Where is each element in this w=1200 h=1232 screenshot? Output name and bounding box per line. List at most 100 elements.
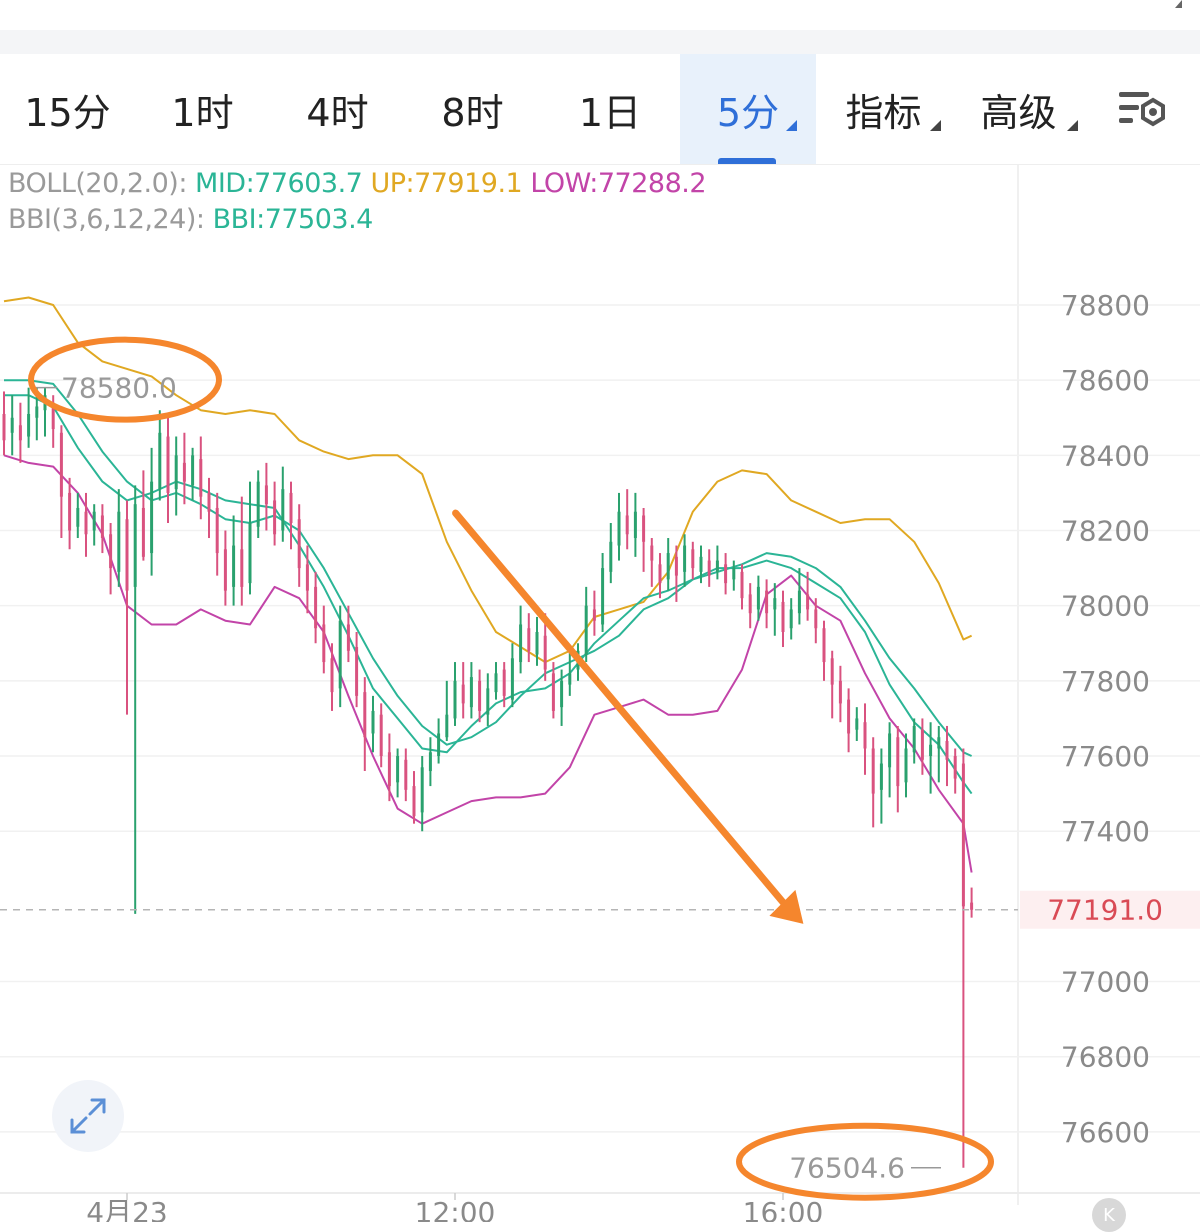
candle-body — [76, 507, 80, 527]
candle-body — [617, 511, 621, 546]
tab-indicators[interactable]: 指标 — [816, 54, 951, 164]
candle-body — [789, 609, 793, 629]
candle-body — [773, 598, 777, 610]
candle-body — [174, 455, 178, 490]
bbi-label: BBI(3,6,12,24): — [8, 204, 205, 235]
candle-body — [510, 658, 514, 700]
series-line-low — [3, 454, 973, 873]
candle-body — [396, 756, 400, 783]
candle-body — [125, 519, 129, 591]
candle-body — [371, 710, 375, 734]
candle-body — [117, 511, 121, 572]
candle-body — [650, 545, 654, 561]
candle-body — [888, 733, 892, 768]
expand-icon — [70, 1098, 106, 1134]
candle-body — [724, 564, 728, 584]
candle-body — [683, 545, 687, 572]
candle-body — [412, 786, 416, 817]
y-tick-label: 78000 — [1061, 590, 1150, 623]
tab-4h[interactable]: 4时 — [270, 54, 405, 164]
candle-body — [199, 459, 203, 497]
expand-button[interactable] — [52, 1080, 124, 1152]
tab-15min[interactable]: 15分 — [0, 54, 135, 164]
tab-1h[interactable]: 1时 — [135, 54, 270, 164]
candle-body — [691, 549, 695, 569]
tab-advanced[interactable]: 高级 — [951, 54, 1086, 164]
candle-body — [330, 658, 334, 693]
candle-body — [59, 432, 63, 497]
candle-body — [625, 515, 629, 535]
candle-body — [633, 511, 637, 539]
candle-body — [822, 628, 826, 663]
tab-1d[interactable]: 1日 — [540, 54, 680, 164]
candle-body — [100, 515, 104, 539]
candle-body — [756, 586, 760, 610]
candle-body — [420, 767, 424, 813]
candle-body — [830, 658, 834, 685]
candle-body — [592, 609, 596, 621]
tab-label: 指标 — [845, 90, 922, 135]
candle-body — [469, 677, 473, 708]
candle-body — [707, 560, 711, 576]
candle-body — [92, 511, 96, 531]
candle-body — [264, 485, 268, 505]
candle-body — [609, 541, 613, 572]
candle-body — [748, 594, 752, 614]
chart-settings-button[interactable] — [1086, 54, 1200, 164]
kline-toggle-button[interactable]: K — [1092, 1198, 1126, 1232]
candle-body — [814, 609, 818, 629]
candle-body — [51, 402, 55, 430]
candle-body — [68, 492, 72, 531]
candle-body — [182, 462, 186, 482]
caret-up-icon[interactable] — [1175, 0, 1182, 8]
tab-5min[interactable]: 5分 — [680, 54, 816, 164]
candle-body — [355, 647, 359, 696]
candle-body — [338, 620, 342, 689]
candle-body — [314, 586, 318, 629]
boll-mid-value: MID:77603.7 — [195, 168, 363, 199]
tab-label: 4时 — [306, 90, 369, 135]
chart-settings-icon — [1119, 92, 1165, 127]
candle-body — [568, 673, 572, 685]
candle-body — [281, 489, 285, 531]
candle-body — [428, 752, 432, 772]
candlestick-chart[interactable]: 78800 78600 78400 78200 78000 77800 77600 77400… — [0, 165, 1200, 1222]
candle-body — [2, 413, 6, 441]
tab-label: 1时 — [171, 90, 234, 135]
candle-body — [642, 515, 646, 542]
candle-body — [166, 436, 170, 493]
boll-up-value: UP:77919.1 — [370, 168, 523, 199]
candle-body — [879, 763, 883, 790]
y-tick-label: 76800 — [1061, 1041, 1150, 1074]
candle-body — [150, 481, 154, 554]
candle-body — [961, 763, 965, 907]
candle-body — [560, 680, 564, 708]
candle-body — [543, 635, 547, 670]
y-tick-label: 77000 — [1061, 966, 1150, 999]
candle-body — [437, 733, 441, 757]
tab-label: 15分 — [24, 90, 111, 135]
candle-body — [453, 680, 457, 719]
candle-body — [27, 413, 31, 437]
candle-body — [141, 507, 145, 557]
candle-body — [346, 624, 350, 651]
tab-label: 1日 — [578, 90, 642, 135]
candle-body — [527, 628, 531, 651]
tab-8h[interactable]: 8时 — [405, 54, 540, 164]
candle-body — [240, 549, 244, 587]
candle-body — [84, 511, 88, 535]
candle-body — [133, 504, 137, 587]
candle-body — [404, 759, 408, 790]
separator-band — [0, 30, 1200, 54]
candle-body — [953, 756, 957, 779]
candle-body — [445, 714, 449, 738]
boll-low-value: LOW:77288.2 — [530, 168, 707, 199]
candle-body — [478, 680, 482, 711]
candle-body — [838, 680, 842, 704]
x-tick-label: 12:00 — [415, 1196, 496, 1222]
period-tabs: 15分 1时 4时 8时 1日 5分 指标 高级 — [0, 54, 1200, 165]
candle-body — [970, 902, 974, 910]
candle-body — [855, 718, 859, 730]
candle-body — [10, 417, 14, 433]
bbi-value: BBI:77503.4 — [212, 204, 374, 235]
